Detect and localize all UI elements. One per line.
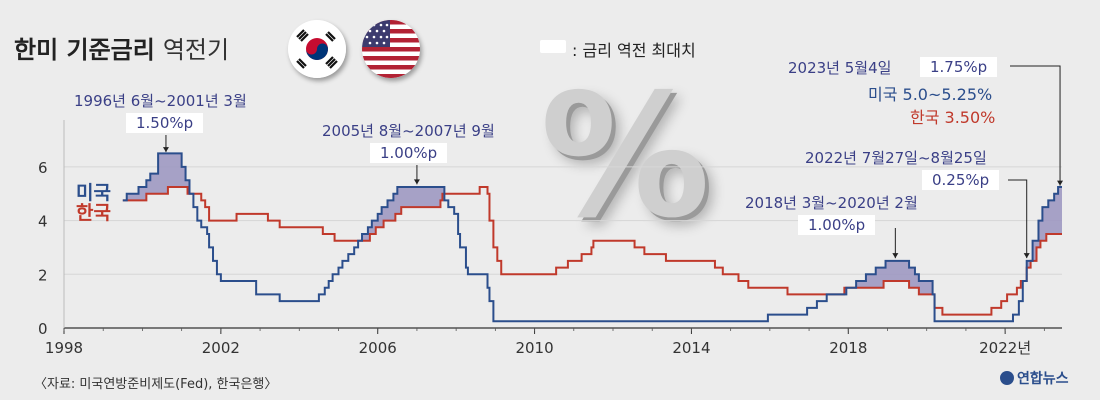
annotation-arrowhead [1023,253,1030,259]
percent-glyph: % [540,58,711,256]
x-tick-label: 2006 [359,339,397,357]
yonhap-logo: 연합뉴스 [1000,368,1069,388]
annotation-period-1: 1996년 6월~2001년 3월 [74,92,247,110]
x-tick-label: 2010 [515,339,553,357]
latest-date: 2023년 5월4일 [788,59,892,77]
korea-rate-line [122,186,1062,316]
annotation-arrowhead [413,179,420,185]
x-tick-label: 1998 [45,339,83,357]
title-text: 한미 기준금리 [14,36,155,64]
y-tick-label: 0 [38,320,48,338]
inversion-area [126,153,190,201]
x-tick-label: 2018 [829,339,867,357]
series-label-us: 미국 [76,182,111,204]
annotation-period-4: 2022년 7월27일~8월25일 [805,149,987,167]
annotation-period-3: 2018년 3월~2020년 2월 [745,194,918,212]
chart-title: 한미 기준금리 역전기 [14,30,229,65]
y-tick-label: 6 [38,159,48,177]
latest-korea-rate: 한국 3.50% [910,108,996,127]
inversion-area [856,260,933,295]
us-rate-line [122,152,1062,323]
annotation-gap-3: 1.00%p [798,215,876,235]
subtitle-text: 역전기 [162,36,230,64]
x-tick-label: 2002 [202,339,240,357]
y-tick-label: 4 [38,213,48,231]
annotation-leader [1010,65,1061,186]
y-tick-label: 2 [38,266,48,284]
annotation-arrowhead [162,147,169,153]
logo-text: 연합뉴스 [1017,371,1069,387]
series-label-korea: 한국 [76,202,111,224]
latest-gap: 1.75%p [920,57,998,77]
annotation-period-2: 2005년 8월~2007년 9월 [322,122,495,140]
legend-swatch [540,40,566,53]
annotation-gap-1: 1.50%p [126,113,204,133]
annotation-leader [1008,179,1028,259]
usa-flag-icon [362,20,420,78]
x-tick-label: 2022년 [979,339,1031,357]
source-note: 〈자료: 미국연방준비제도(Fed), 한국은행〉 [34,377,278,392]
korea-flag-icon [288,20,346,78]
logo-mark-icon [1000,371,1014,385]
annotation-gap-4: 0.25%p [922,170,1000,190]
legend-label: : 금리 역전 최대치 [572,41,696,60]
annotation-arrowhead [1057,180,1064,186]
annotation-arrowhead [892,253,899,259]
x-tick-label: 2014 [672,339,710,357]
annotation-gap-2: 1.00%p [370,143,448,163]
latest-us-rate: 미국 5.0~5.25% [868,85,993,104]
inversion-area [362,187,445,241]
